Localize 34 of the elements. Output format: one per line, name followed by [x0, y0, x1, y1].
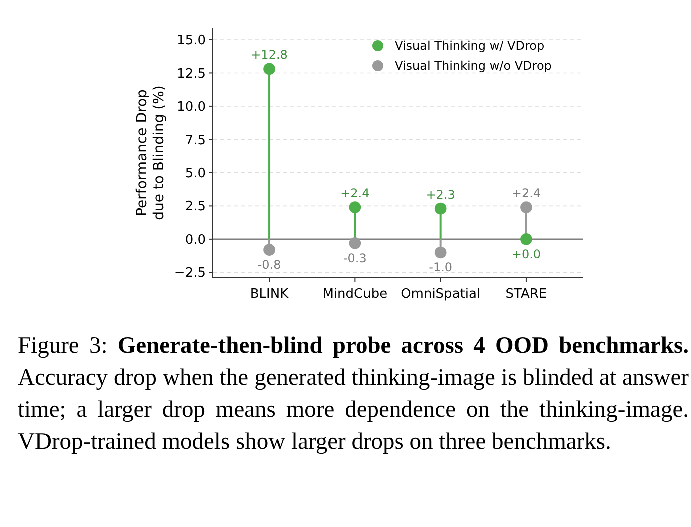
- data-label: -0.8: [258, 258, 282, 272]
- y-axis-title: Performance Drop due to Blinding (%): [134, 86, 168, 220]
- text: Generate-then-blind probe across 4 OOD benchmarks.: [118, 333, 689, 359]
- data-label: -0.3: [343, 251, 367, 266]
- y-tick-label: 10.0: [177, 100, 206, 116]
- x-tick-label: MindCube: [322, 287, 388, 302]
- data-label: +2.4: [340, 186, 370, 201]
- point: [264, 244, 276, 256]
- point: [434, 246, 447, 259]
- data-label: -1.0: [429, 260, 453, 275]
- text: Accuracy drop when the generated thinking-image is blinded at answer time; a larger drop means more dependence on the thinking-image. VDrop-trained models show larger drops on three benchmarks.: [18, 365, 689, 455]
- y-tick-label: 12.5: [177, 66, 206, 82]
- y-tick-label: 15.0: [177, 34, 206, 49]
- point: [349, 202, 362, 214]
- y-tick-label: 2.5: [185, 200, 206, 215]
- data-label: +0.0: [512, 247, 542, 262]
- point: [520, 234, 532, 246]
- y-tick-label: 7.5: [185, 133, 206, 148]
- x-tick-label: OmniSpatial: [401, 287, 481, 302]
- caption: Figure 3:: [18, 333, 109, 359]
- point: [520, 202, 532, 214]
- point: [264, 63, 276, 76]
- x-tick-label: BLINK: [250, 287, 290, 302]
- data-label: +2.3: [426, 188, 456, 202]
- point: [349, 238, 362, 250]
- x-tick-label: STARE: [506, 287, 548, 302]
- y-tick-label: 5.0: [185, 166, 206, 182]
- y-tick-label: −2.5: [174, 266, 206, 282]
- point: [434, 202, 447, 215]
- data-label: +2.4: [512, 186, 542, 201]
- legend-label: Visual Thinking w/ VDrop: [395, 39, 545, 54]
- y-tick-label: 0.0: [185, 232, 206, 248]
- legend-label: Visual Thinking w/o VDrop: [395, 59, 552, 74]
- data-label: +12.8: [251, 48, 288, 62]
